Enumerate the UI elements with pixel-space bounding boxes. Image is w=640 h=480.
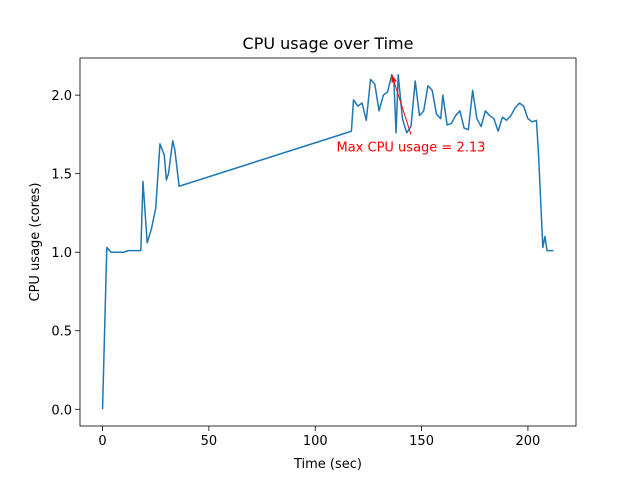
data-line [101,73,554,410]
x-tick-label: 0 [98,434,106,449]
x-tick-label: 150 [409,434,434,449]
x-tick-label: 100 [303,434,328,449]
x-axis-label: Time (sec) [293,457,362,472]
y-axis-label: CPU usage (cores) [28,183,43,302]
y-tick-label: 0.0 [51,403,72,418]
y-tick-label: 0.5 [51,325,72,340]
y-tick-label: 2.0 [51,89,72,104]
chart-title: CPU usage over Time [243,34,414,53]
y-tick-label: 1.0 [51,246,72,261]
x-tick-label: 50 [201,434,218,449]
y-tick-label: 1.5 [51,168,72,183]
annotation-text: Max CPU usage = 2.13 [336,140,485,155]
x-tick-label: 200 [516,434,541,449]
plot-frame [79,57,577,427]
annotation-arrowhead [391,74,397,83]
annotation-arrow [391,74,412,135]
